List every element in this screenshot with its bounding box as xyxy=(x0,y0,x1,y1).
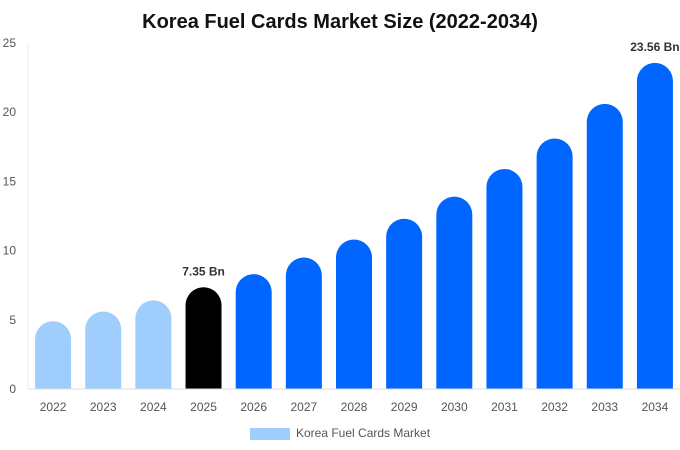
bar-2022[interactable] xyxy=(35,321,72,389)
bar-2029[interactable] xyxy=(386,218,423,389)
x-tick-label: 2028 xyxy=(341,400,368,414)
x-tick-label: 2031 xyxy=(491,400,518,414)
x-tick-label: 2024 xyxy=(140,400,167,414)
data-labels: 7.35 Bn 23.56 Bn xyxy=(182,40,679,278)
bar-2023[interactable] xyxy=(85,311,122,389)
y-tick-label: 25 xyxy=(3,36,17,50)
legend-label: Korea Fuel Cards Market xyxy=(296,426,431,440)
bar-2031[interactable] xyxy=(486,168,523,389)
bar-2027[interactable] xyxy=(285,257,322,389)
x-tick-label: 2030 xyxy=(441,400,468,414)
bar-2032[interactable] xyxy=(536,138,573,389)
x-tick-label: 2032 xyxy=(541,400,568,414)
legend[interactable]: Korea Fuel Cards Market xyxy=(250,426,431,440)
y-tick-label: 0 xyxy=(9,382,16,396)
bars xyxy=(35,62,673,390)
bar-2030[interactable] xyxy=(436,196,473,389)
x-axis: 2022 2023 2024 2025 2026 2027 2028 2029 2030 2031… xyxy=(28,388,680,414)
y-tick-label: 5 xyxy=(9,313,16,327)
y-tick-label: 20 xyxy=(3,105,17,119)
x-tick-label: 2026 xyxy=(240,400,267,414)
bar-2028[interactable] xyxy=(336,239,372,389)
y-axis: 0 5 10 15 20 25 xyxy=(3,36,29,396)
bar-2025[interactable] xyxy=(185,287,222,389)
x-tick-label: 2025 xyxy=(190,400,217,414)
bar-2026[interactable] xyxy=(235,274,272,389)
x-tick-label: 2023 xyxy=(90,400,117,414)
x-tick-label: 2029 xyxy=(391,400,418,414)
data-label-2025: 7.35 Bn xyxy=(182,264,225,278)
bar-2034[interactable] xyxy=(636,62,673,390)
data-label-2034: 23.56 Bn xyxy=(630,40,679,54)
bar-2024[interactable] xyxy=(135,300,172,389)
legend-swatch xyxy=(250,428,290,440)
chart-title: Korea Fuel Cards Market Size (2022-2034) xyxy=(142,11,538,33)
x-tick-label: 2034 xyxy=(642,400,669,414)
bar-2033[interactable] xyxy=(586,103,623,390)
y-tick-label: 15 xyxy=(3,174,17,188)
x-tick-label: 2027 xyxy=(290,400,317,414)
x-tick-label: 2033 xyxy=(591,400,618,414)
y-tick-label: 10 xyxy=(3,244,17,258)
x-tick-label: 2022 xyxy=(40,400,67,414)
